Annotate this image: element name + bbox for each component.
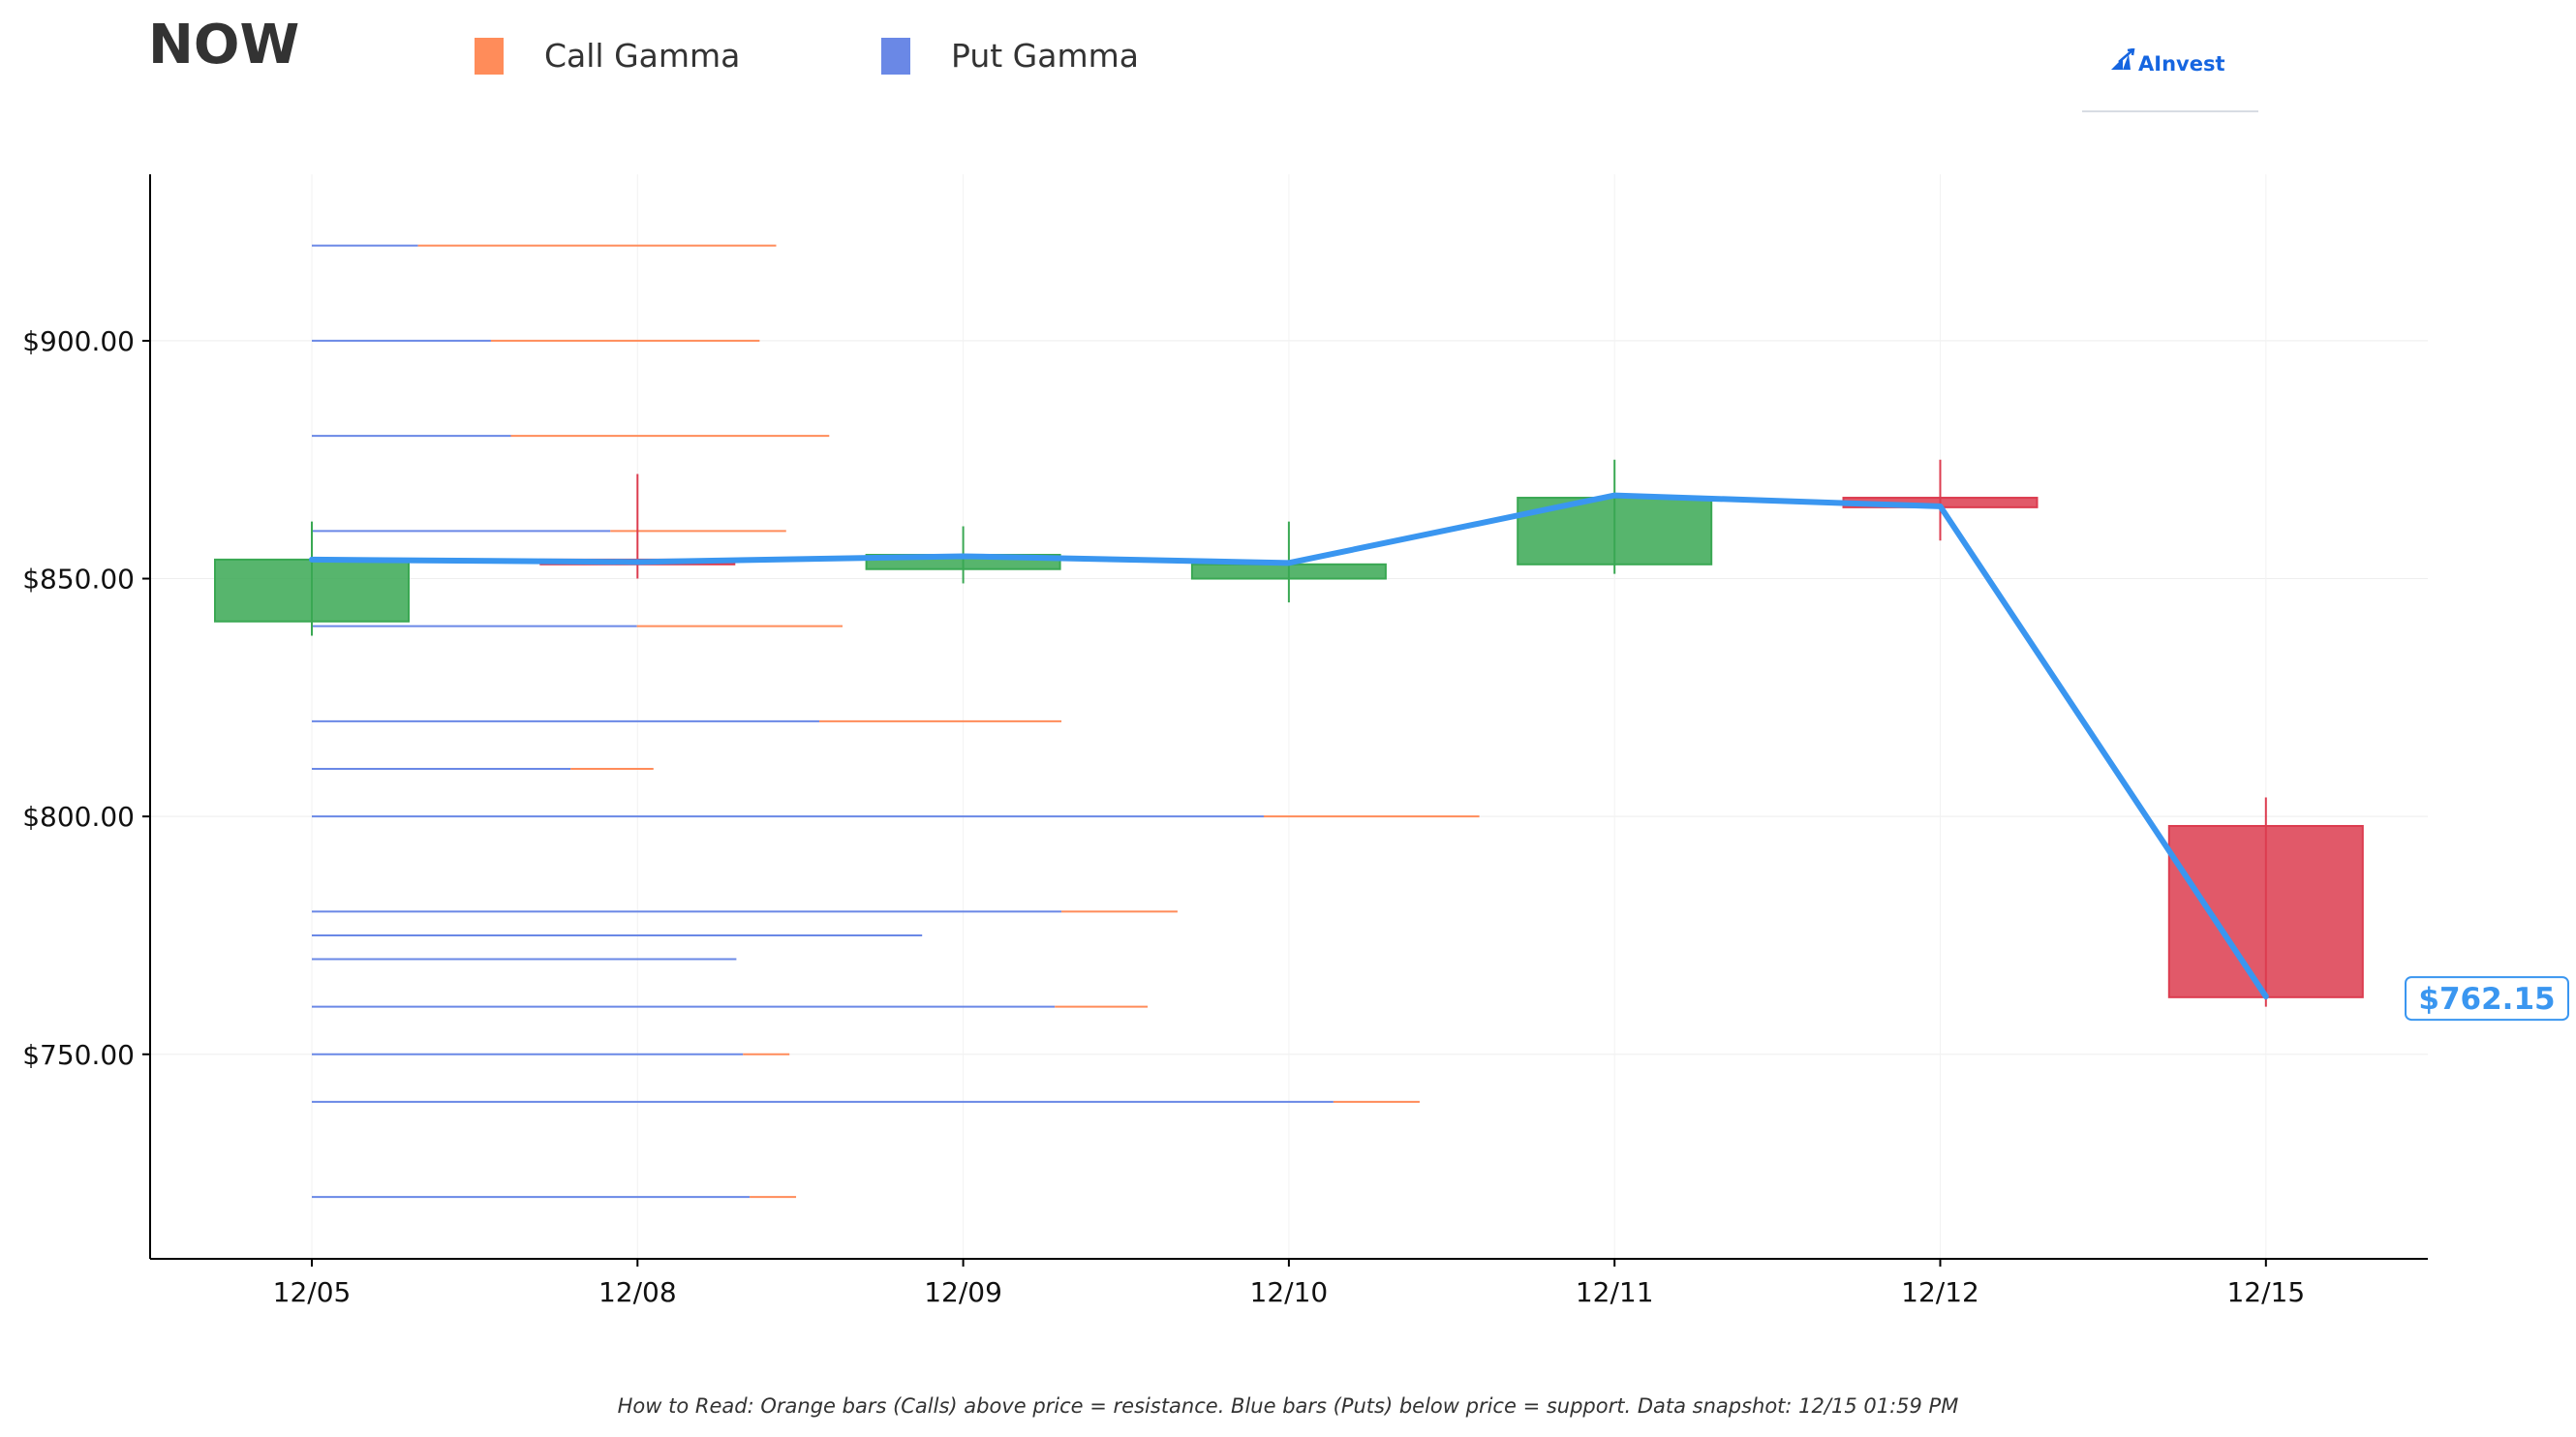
x-tick-label: 12/10 — [1250, 1276, 1329, 1308]
how-to-read-footnote: How to Read: Orange bars (Calls) above p… — [617, 1394, 1959, 1418]
last-price-label: $762.15 — [2418, 982, 2555, 1017]
gamma-bars-layer — [312, 244, 1480, 1199]
y-tick-label: $750.00 — [22, 1039, 135, 1071]
axes-layer — [142, 174, 2428, 1267]
candle-body — [2167, 824, 2364, 998]
legend-put-gamma: Put Gamma — [881, 37, 1139, 75]
x-tick-label: 12/11 — [1576, 1276, 1654, 1308]
x-tick-label: 12/12 — [1901, 1276, 1979, 1308]
call-gamma-swatch-icon — [475, 37, 504, 75]
ticker-title: NOW — [148, 14, 300, 76]
labels-layer: $750.00 $800.00 $850.00 $900.00 12/05 12/08 12… — [22, 325, 2569, 1308]
price-line — [309, 492, 2269, 1000]
put-gamma-swatch-icon — [881, 37, 910, 75]
x-tick-label: 12/15 — [2226, 1276, 2305, 1308]
legend-call-gamma-label: Call Gamma — [544, 37, 741, 75]
legend-call-gamma: Call Gamma — [475, 37, 740, 75]
legend-put-gamma-label: Put Gamma — [951, 37, 1139, 75]
y-tick-label: $800.00 — [22, 801, 135, 833]
grid-layer — [150, 174, 2428, 1259]
x-tick-label: 12/08 — [598, 1276, 677, 1308]
ainvest-logo-text: AInvest — [2138, 52, 2225, 76]
x-tick-label: 12/09 — [924, 1276, 1002, 1308]
candle-body — [214, 558, 410, 623]
last-price-badge — [2405, 976, 2569, 1022]
ainvest-logo-icon — [2111, 48, 2135, 70]
ainvest-logo: AInvest — [2082, 39, 2258, 112]
candle-body — [1190, 563, 1387, 580]
y-tick-label: $850.00 — [22, 564, 135, 596]
price-line-layer — [309, 492, 2269, 1000]
y-tick-label: $900.00 — [22, 325, 135, 357]
x-tick-label: 12/05 — [273, 1276, 352, 1308]
